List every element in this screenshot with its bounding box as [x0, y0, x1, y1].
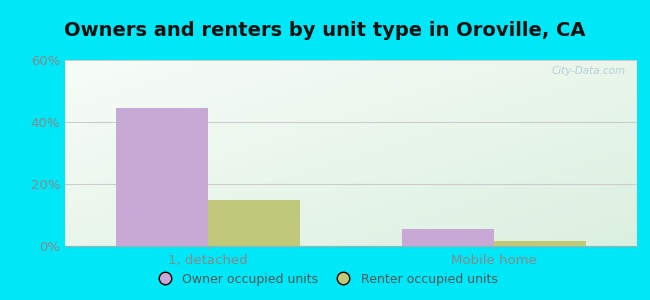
- Legend: Owner occupied units, Renter occupied units: Owner occupied units, Renter occupied un…: [148, 268, 502, 291]
- Text: City-Data.com: City-Data.com: [551, 66, 625, 76]
- Bar: [208, 200, 300, 246]
- Bar: [402, 229, 494, 246]
- Bar: [116, 108, 208, 246]
- Bar: [494, 241, 586, 246]
- Text: Owners and renters by unit type in Oroville, CA: Owners and renters by unit type in Orovi…: [64, 21, 586, 40]
